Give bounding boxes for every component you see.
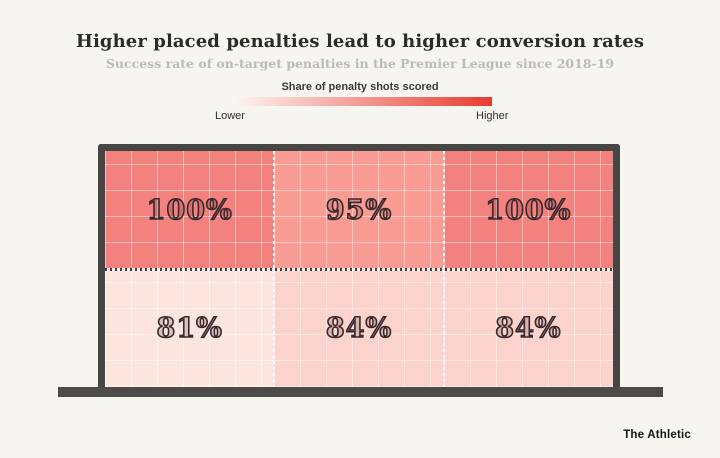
cell-value: 95% xyxy=(325,194,393,227)
cell-value: 100% xyxy=(146,194,233,227)
cell-value: 84% xyxy=(494,312,562,345)
cell-value: 81% xyxy=(156,312,223,345)
heatmap-cell-bottom-center: 84% xyxy=(274,269,444,387)
cell-value: 84% xyxy=(325,312,393,345)
cell-value: 100% xyxy=(485,194,572,227)
heatmap-grid: 100% 95% 100% 81% 84% 84% xyxy=(105,151,613,387)
row-separator xyxy=(105,268,613,271)
heatmap-cell-top-left: 100% xyxy=(105,151,275,269)
goal-frame: 100% 95% 100% 81% 84% 84% xyxy=(98,144,620,397)
chart-title: Higher placed penalties lead to higher c… xyxy=(75,31,645,52)
ground-line xyxy=(58,387,663,397)
chart-subtitle: Success rate of on-target penalties in t… xyxy=(105,56,615,71)
heatmap-cell-top-center: 95% xyxy=(274,151,444,269)
heatmap-cell-top-right: 100% xyxy=(443,151,613,269)
legend-high-label: Higher xyxy=(476,110,509,122)
heatmap-cell-bottom-right: 84% xyxy=(443,269,613,387)
heatmap-cell-bottom-left: 81% xyxy=(105,269,275,387)
legend-title: Share of penalty shots scored xyxy=(281,81,439,93)
brand-logo: The Athletic xyxy=(623,429,691,441)
legend-low-label: Lower xyxy=(215,110,245,122)
legend-gradient-bar xyxy=(233,97,492,106)
